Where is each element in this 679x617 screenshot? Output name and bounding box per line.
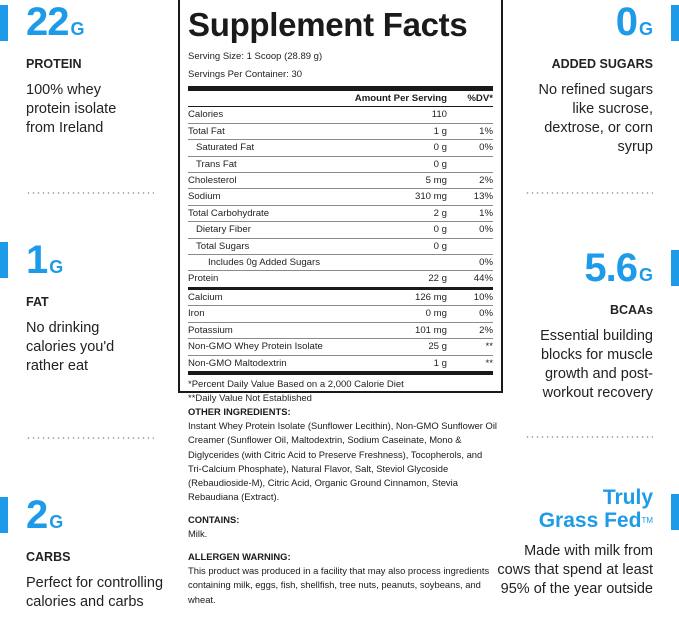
bcaa-label: BCAAs (609, 303, 653, 317)
divider (525, 436, 653, 438)
facts-row: Protein 22 g 44% (188, 271, 493, 290)
other-ingredients-text: Instant Whey Protein Isolate (Sunflower … (188, 420, 497, 503)
divider (26, 192, 154, 194)
facts-row: Total Sugars 0 g (188, 239, 493, 256)
footnote-dv: *Percent Daily Value Based on a 2,000 Ca… (188, 378, 404, 390)
accent-bar-fat (0, 242, 8, 278)
accent-bar-sugars (671, 5, 679, 41)
facts-row: Total Carbohydrate 2 g 1% (188, 206, 493, 223)
facts-row: Sodium 310 mg 13% (188, 189, 493, 206)
carbs-label: CARBS (26, 550, 71, 564)
serving-size: Serving Size: 1 Scoop (28.89 g) (188, 51, 323, 62)
footnote-not-established: **Daily Value Not Established (188, 392, 312, 404)
sugars-desc: No refined sugars like sucrose, dextrose… (538, 82, 653, 155)
accent-bar-protein (0, 5, 8, 41)
contains-heading: CONTAINS: (188, 514, 240, 525)
facts-row: Non-GMO Maltodextrin 1 g ** (188, 357, 493, 369)
divider (525, 192, 653, 194)
facts-row: Total Fat 1 g 1% (188, 124, 493, 141)
bcaa-desc: Essential building blocks for muscle gro… (540, 328, 653, 401)
feature-grass-fed: Truly Grass FedTM Made with milk from co… (493, 486, 653, 599)
bcaa-value: 5.6 G (584, 246, 653, 290)
fat-desc: No drinking calories you'd rather eat (26, 320, 115, 374)
grass-fed-title: Truly Grass FedTM (538, 486, 653, 532)
fat-label: FAT (26, 295, 49, 309)
facts-row: Cholesterol 5 mg 2% (188, 173, 493, 190)
facts-row: Trans Fat 0 g (188, 157, 493, 174)
allergen-warning: ALLERGEN WARNING: This product was produ… (188, 550, 498, 607)
divider (26, 437, 154, 439)
contains: CONTAINS: Milk. (188, 513, 498, 541)
allergen-text: This product was produced in a facility … (188, 565, 490, 605)
servings-per-container: Servings Per Container: 30 (188, 69, 303, 80)
thick-rule (188, 370, 493, 375)
feature-bcaas: 5.6 G BCAAs Essential building blocks for… (493, 248, 653, 403)
facts-row: Saturated Fat 0 g 0% (188, 140, 493, 157)
allergen-heading: ALLERGEN WARNING: (188, 551, 291, 562)
facts-header-row: Amount Per Serving %DV* (188, 91, 493, 108)
facts-row: Calcium 126 mg 10% (188, 290, 493, 307)
facts-row: Includes 0g Added Sugars 0% (188, 255, 493, 272)
carbs-desc: Perfect for controlling calories and car… (26, 575, 164, 610)
feature-protein: 22 G PROTEIN 100% whey protein isolate fr… (26, 2, 176, 138)
sugars-label: ADDED SUGARS (551, 57, 653, 71)
contains-text: Milk. (188, 528, 208, 540)
accent-bar-grassfed (671, 494, 679, 530)
protein-desc: 100% whey protein isolate from Ireland (26, 82, 117, 136)
other-ingredients: OTHER INGREDIENTS: Instant Whey Protein … (188, 405, 498, 504)
protein-value: 22 G (26, 0, 85, 44)
grass-fed-desc: Made with milk from cows that spend at l… (497, 543, 653, 597)
facts-row: Iron 0 mg 0% (188, 306, 493, 323)
supplement-facts-panel: Supplement Facts Serving Size: 1 Scoop (… (178, 0, 503, 404)
protein-label: PROTEIN (26, 57, 82, 71)
accent-bar-carbs (0, 497, 8, 533)
facts-row: Potassium 101 mg 2% (188, 323, 493, 340)
facts-row: Calories 110 (188, 107, 493, 124)
thick-rule (188, 86, 493, 91)
facts-row: Non-GMO Whey Protein Isolate 25 g ** (188, 339, 493, 356)
other-ingredients-heading: OTHER INGREDIENTS: (188, 406, 291, 417)
facts-row: Dietary Fiber 0 g 0% (188, 222, 493, 239)
facts-title: Supplement Facts (188, 6, 468, 43)
accent-bar-bcaa (671, 250, 679, 286)
